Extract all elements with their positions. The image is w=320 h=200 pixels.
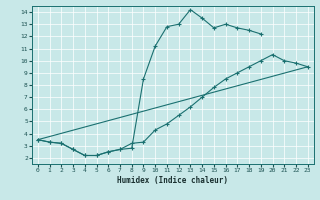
X-axis label: Humidex (Indice chaleur): Humidex (Indice chaleur) <box>117 176 228 185</box>
